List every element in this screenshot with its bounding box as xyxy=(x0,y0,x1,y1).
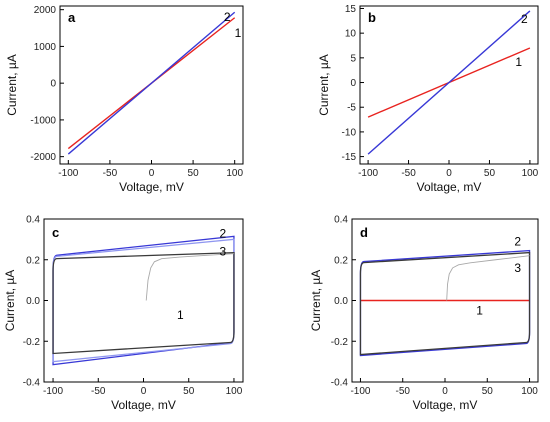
x-tick-label: 100 xyxy=(521,386,538,397)
y-axis-label: Current, µA xyxy=(3,270,17,332)
series-label-2: 2 xyxy=(521,12,528,26)
series-label-3: 3 xyxy=(514,261,521,275)
series-3 xyxy=(52,251,235,355)
y-tick-label: -0.2 xyxy=(23,337,41,348)
series-group xyxy=(367,10,531,155)
series-group xyxy=(52,235,235,366)
series-2 xyxy=(367,10,531,155)
y-tick-label: -0.4 xyxy=(331,378,349,389)
y-tick-label: -2000 xyxy=(30,152,56,163)
plot-frame xyxy=(59,5,244,165)
panel-label: a xyxy=(68,10,76,25)
y-tick-label: 0.0 xyxy=(26,296,40,307)
y-tick-label: 0.2 xyxy=(26,255,40,266)
x-tick-label: -50 xyxy=(91,386,106,397)
x-axis-label: Voltage, mV xyxy=(111,398,176,412)
x-tick-label: 0 xyxy=(442,386,448,397)
y-tick-label: -15 xyxy=(342,152,357,163)
series-group xyxy=(359,249,531,357)
series-label-1: 1 xyxy=(476,304,483,318)
series-label-1: 1 xyxy=(177,308,184,322)
y-tick-label: 0.4 xyxy=(334,215,348,226)
y-tick-label: 2000 xyxy=(34,5,57,16)
y-tick-label: 1000 xyxy=(34,42,57,53)
series-label-1: 1 xyxy=(235,26,242,40)
panel-label: b xyxy=(368,10,376,25)
y-tick-label: 0 xyxy=(350,78,356,89)
y-tick-label: 0.4 xyxy=(26,215,40,226)
series-2 xyxy=(359,249,531,357)
x-tick-label: -100 xyxy=(350,386,370,397)
y-tick-label: 10 xyxy=(345,29,357,40)
y-tick-label: -0.4 xyxy=(23,378,41,389)
y-tick-label: 0 xyxy=(50,79,56,90)
x-tick-label: 0 xyxy=(149,168,155,179)
x-tick-label: 50 xyxy=(183,386,195,397)
y-tick-label: 0.2 xyxy=(334,255,348,266)
x-axis-label: Voltage, mV xyxy=(413,398,478,412)
x-tick-label: -50 xyxy=(401,168,416,179)
x-tick-label: -50 xyxy=(396,386,411,397)
series-label-2: 2 xyxy=(514,234,521,248)
x-tick-label: 100 xyxy=(522,168,539,179)
y-axis-label: Current, µA xyxy=(317,54,331,116)
x-tick-label: 50 xyxy=(482,386,494,397)
x-tick-label: -100 xyxy=(358,168,378,179)
y-tick-label: 15 xyxy=(345,4,357,15)
x-tick-label: 100 xyxy=(226,386,243,397)
y-tick-label: 0.0 xyxy=(334,296,348,307)
panel-a: -100 -50 0 50 100 -2000 -1000 0 1000 2000 Voltage,… xyxy=(5,5,244,194)
x-axis-label: Voltage, mV xyxy=(417,180,482,194)
x-tick-label: -100 xyxy=(58,168,78,179)
plot-frame xyxy=(359,5,539,165)
series-label-3: 3 xyxy=(219,245,226,259)
x-tick-label: 0 xyxy=(446,168,452,179)
plot-frame xyxy=(43,218,244,383)
x-axis-label: Voltage, mV xyxy=(119,180,184,194)
y-tick-label: -5 xyxy=(347,103,356,114)
panel-label: d xyxy=(360,225,368,240)
series-label-2: 2 xyxy=(219,226,226,240)
series-group xyxy=(67,11,236,155)
series-2 xyxy=(67,11,236,155)
y-tick-label: -0.2 xyxy=(331,337,349,348)
series-label-2: 2 xyxy=(224,10,231,24)
x-tick-label: 50 xyxy=(188,168,200,179)
series-transient xyxy=(446,255,530,301)
x-tick-label: 100 xyxy=(226,168,243,179)
y-axis-label: Current, µA xyxy=(5,54,19,116)
x-tick-label: 50 xyxy=(484,168,496,179)
y-tick-label: -10 xyxy=(342,127,357,138)
x-tick-label: -100 xyxy=(43,386,63,397)
x-tick-label: 0 xyxy=(141,386,147,397)
panel-c: -100 -50 0 50 100 -0.4 -0.2 0.0 0.2 0.4 Voltage, m… xyxy=(3,215,244,412)
panel-label: c xyxy=(52,225,59,240)
y-axis-label: Current, µA xyxy=(309,270,323,332)
y-tick-label: 5 xyxy=(350,53,356,64)
panel-d: -100 -50 0 50 100 -0.4 -0.2 0.0 0.2 0.4 Voltage, m… xyxy=(309,215,539,412)
y-tick-label: -1000 xyxy=(30,115,56,126)
series-label-1: 1 xyxy=(515,55,522,69)
x-tick-label: -50 xyxy=(103,168,118,179)
series-transient xyxy=(145,253,234,301)
series-3 xyxy=(359,251,531,356)
